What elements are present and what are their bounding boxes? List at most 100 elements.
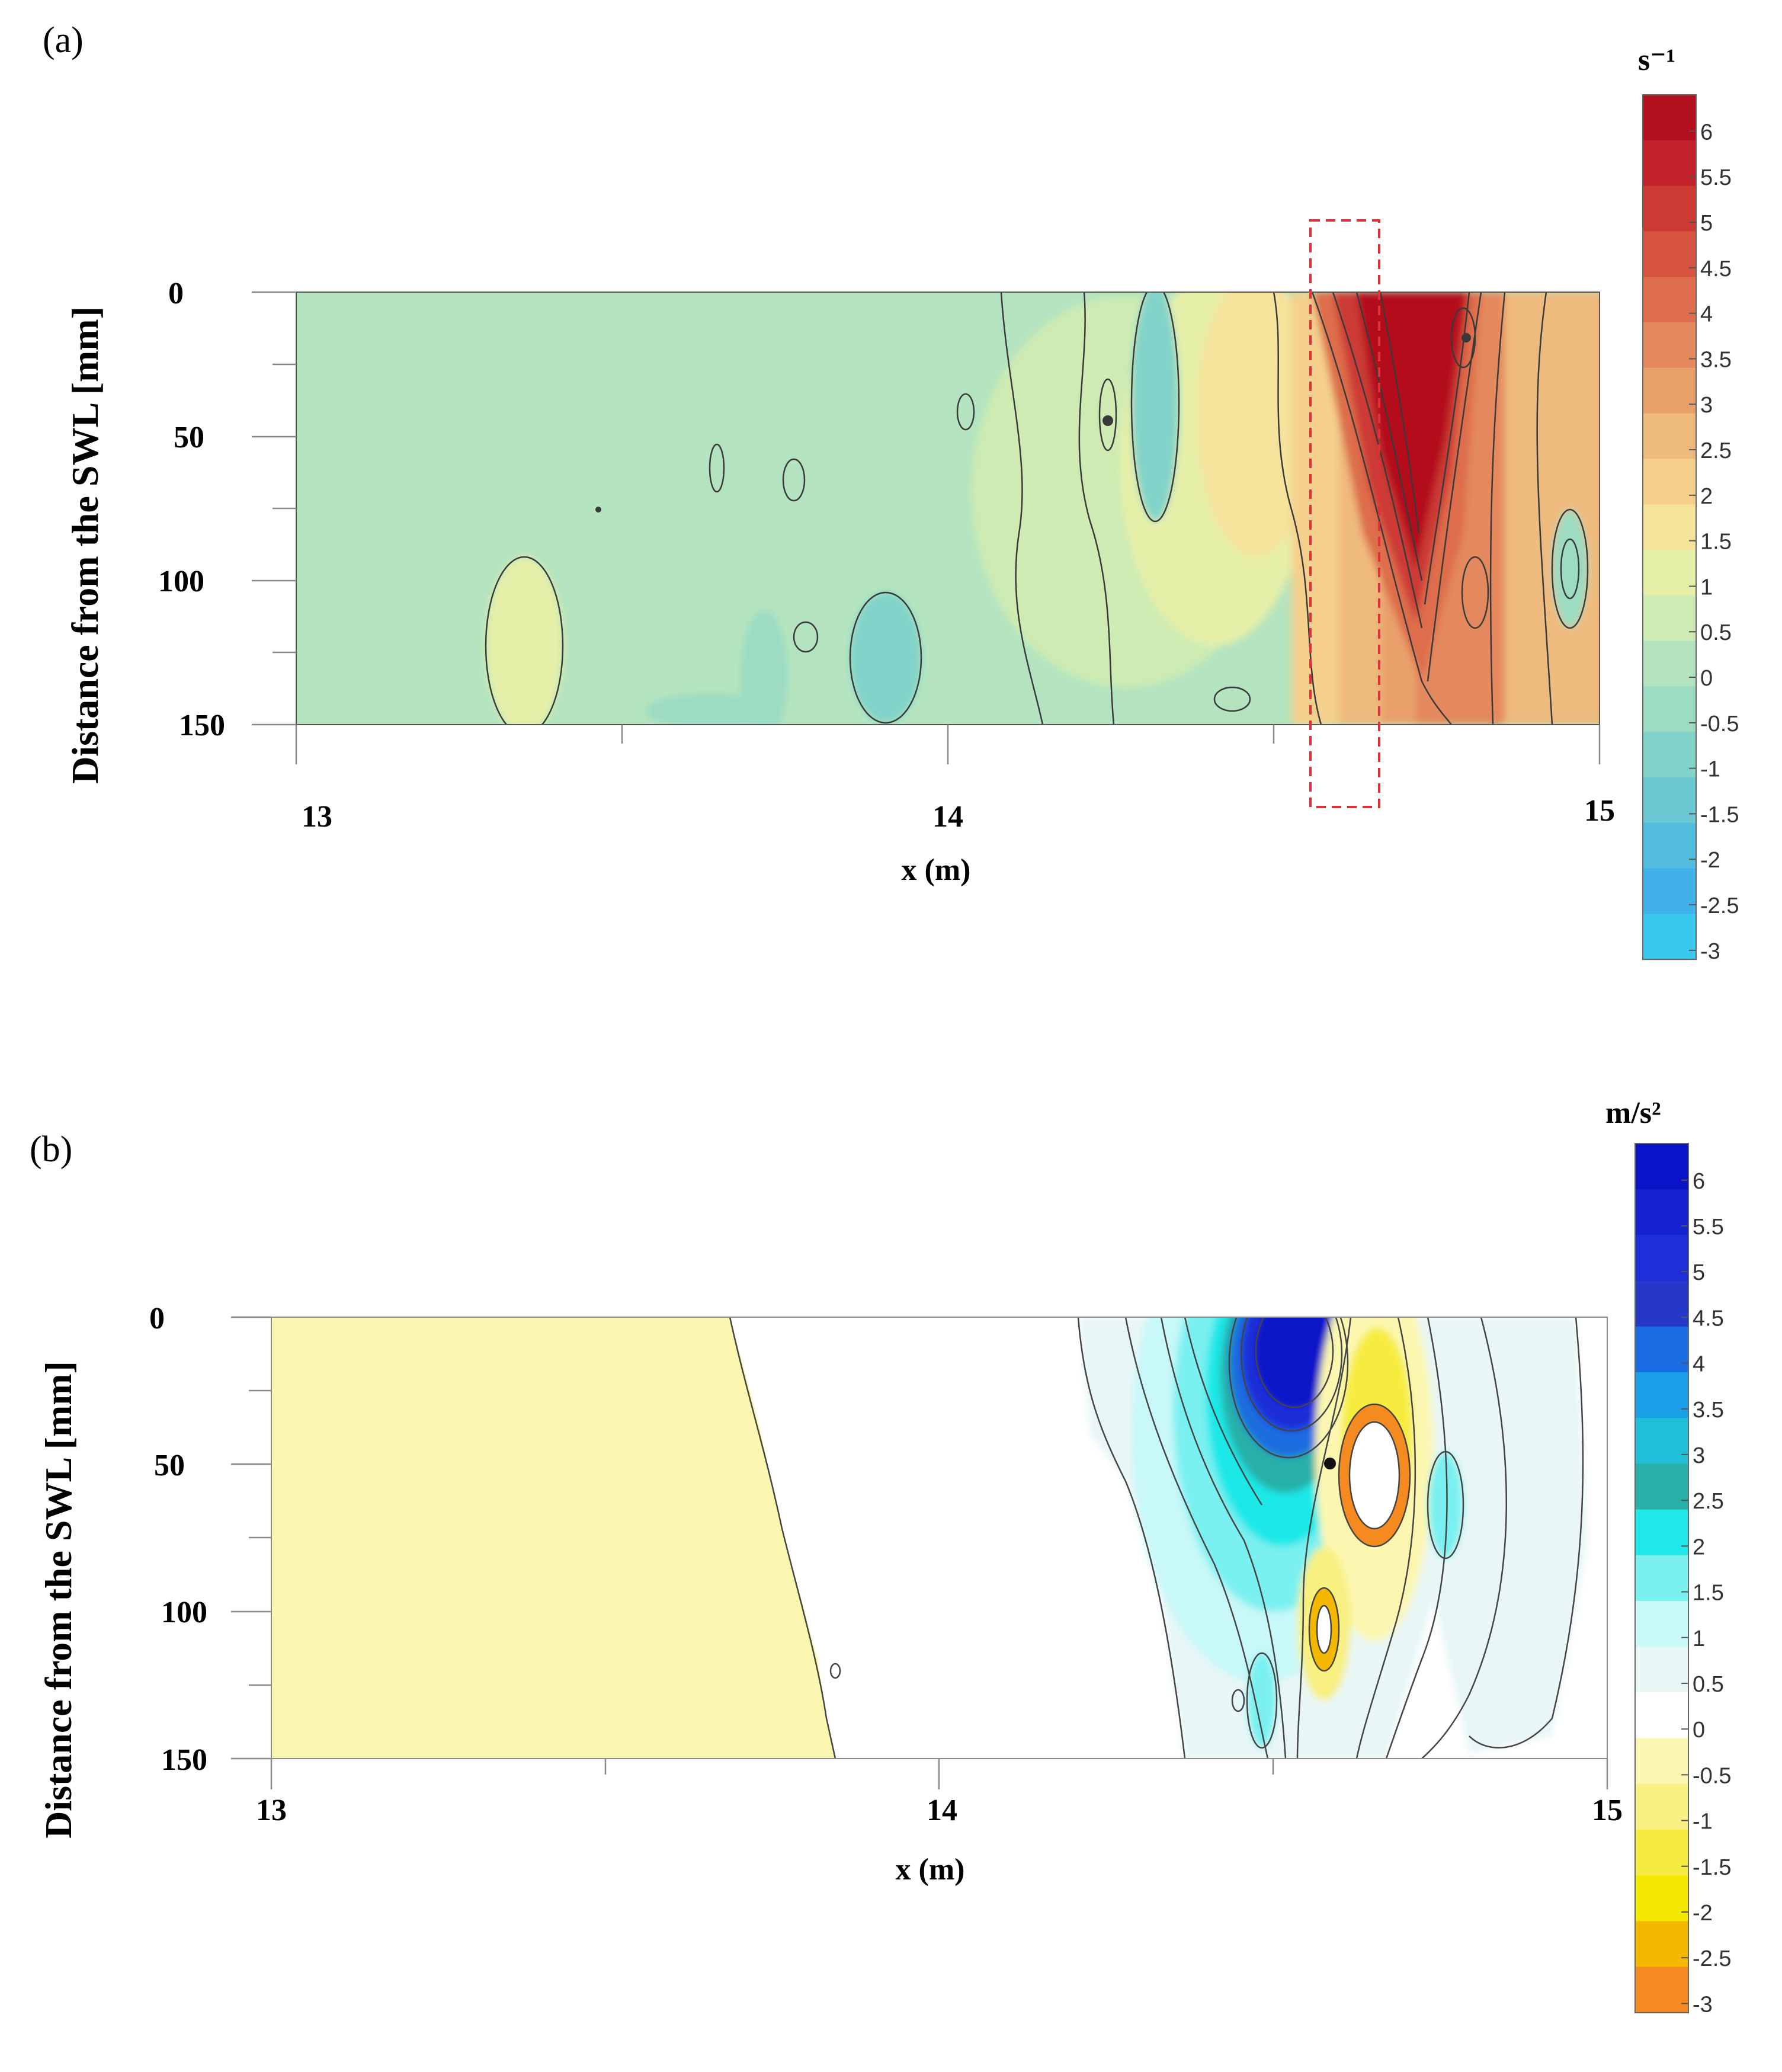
colorbar-swatch [1643,367,1696,414]
panel-b-x-tick: 15 [1592,1794,1623,1827]
panel-a-y-axis-label: Distance from the SWL [mm] [64,306,106,784]
panel-b-y-tick: 0 [149,1302,165,1336]
panel-b-region-max [1256,1317,1333,1407]
colorbar-tick-label: 1.5 [1700,530,1732,555]
colorbar-swatch [1643,140,1696,187]
panel-a-region-warm-band5 [1505,292,1600,725]
panel-a-x-tick: 13 [302,800,332,834]
colorbar-tick-label: -1 [1693,1810,1713,1834]
panel-b-y-tick: 50 [154,1449,185,1482]
panel-b-contour-lines [729,1317,1584,1759]
colorbar-swatch [1635,1418,1688,1464]
colorbar-swatch [1635,1647,1688,1693]
colorbar-tick-label: 0.5 [1693,1672,1724,1697]
colorbar-swatch [1635,1967,1688,2013]
colorbar-swatch [1635,1692,1688,1739]
colorbar-tick-label: 6 [1693,1169,1705,1194]
colorbar-tick-label: 5.5 [1700,165,1732,190]
colorbar-tick-label: 0 [1693,1718,1705,1743]
colorbar-swatch [1643,732,1696,778]
colorbar-tick-label: 3.5 [1700,347,1732,372]
panel-b-y-tick: 100 [161,1596,207,1629]
panel-b-y-tick: 150 [161,1743,207,1777]
panel-b-region-right-cyan [1428,1452,1463,1558]
colorbar-tick-label: 4 [1700,302,1713,327]
panel-b-min-core-lower [1317,1606,1331,1653]
colorbar-tick-label: 5 [1693,1260,1705,1285]
colorbar-tick-label: 4 [1693,1352,1705,1377]
colorbar-swatch [1643,277,1696,323]
panel-a-y-tick: 100 [158,565,204,598]
panel-b-region-small-cyan [1247,1653,1277,1748]
colorbar-swatch [1635,1921,1688,1968]
colorbar-frame [1634,1143,1689,2013]
panel-a-y-tick: 50 [174,421,204,454]
colorbar-swatch [1635,1875,1688,1922]
panel-a-colorbar: 6 5.5 5 4.5 4 3.5 3 2.5 2 1.5 1 0.5 0 -0.5 -1 -1.5 -2 -2.… [1642,94,1739,964]
colorbar-swatch [1635,1509,1688,1556]
colorbar-tick-label: 4.5 [1700,257,1732,281]
colorbar-swatch [1643,822,1696,869]
colorbar-tick-label: -3 [1693,1992,1713,2017]
colorbar-tick-label: -3 [1700,939,1720,964]
colorbar-tick-label: -0.5 [1693,1763,1731,1788]
panel-a-region-neg-3 [741,610,788,725]
colorbar-swatch [1635,1830,1688,1876]
colorbar-tick-label: 3.5 [1693,1398,1724,1423]
colorbar-swatch [1635,1144,1688,1190]
colorbar-tick-label: -2 [1693,1901,1713,1926]
panel-a-region-pos-mid3 [1197,292,1315,557]
colorbar-tick-label: -2.5 [1693,1946,1731,1971]
panel-a-axis-lines [252,291,1601,764]
panel-a-region-core-inner [1357,292,1466,569]
colorbar-tick-label: 0 [1700,666,1713,691]
panel-b-axis-lines [231,1316,1608,1789]
panel-b: (b) [30,1096,1731,2017]
panel-b-plot-area [271,1317,1607,1759]
panel-b-label: (b) [30,1129,72,1170]
colorbar-tick-label: -1 [1700,757,1720,782]
colorbar-swatch [1635,1783,1688,1830]
colorbar-swatch [1635,1280,1688,1327]
panel-b-colorbar: 6 5.5 5 4.5 4 3.5 3 2.5 2 1.5 1 0.5 0 -0.5 -1 -1.5 -2 -2.… [1634,1143,1731,2017]
colorbar-tick-label: -1.5 [1693,1855,1731,1880]
colorbar-swatch [1635,1601,1688,1647]
panel-b-x-tick: 14 [927,1794,957,1827]
panel-b-colorbar-unit: m/s² [1605,1096,1661,1130]
colorbar-swatch [1635,1372,1688,1418]
colorbar-tick-label: 6 [1700,120,1713,145]
colorbar-tick-label: 5.5 [1693,1215,1724,1240]
panel-a-y-tick: 150 [179,709,225,742]
colorbar-swatch [1643,322,1696,369]
colorbar-swatch [1643,777,1696,824]
colorbar-tick-label: 0.5 [1700,620,1732,645]
colorbar-tick-label: 1 [1700,575,1713,600]
panel-a-label: (a) [43,20,84,60]
panel-a-plot-area [296,292,1600,725]
colorbar-tick-label: 2.5 [1700,438,1732,463]
panel-b-y-tick-labels: 0 50 100 150 [149,1302,207,1777]
panel-a-region-neg-1 [850,593,921,723]
colorbar-swatch [1643,231,1696,277]
panel-b-x-axis-label: x (m) [896,1853,965,1887]
colorbar-tick-label: 3 [1700,393,1713,418]
colorbar-tick-label: -0.5 [1700,712,1739,736]
colorbar-tick-label: -2 [1700,848,1720,873]
panel-b-x-tick-labels: 13 14 15 [256,1794,1623,1827]
panel-a-region-neg-5 [646,693,776,725]
panel-b-y-axis-label: Distance from the SWL [mm] [37,1361,79,1839]
colorbar-frame [1642,94,1697,960]
panel-a-x-tick: 14 [932,800,963,834]
panel-a-y-tick-labels: 0 50 100 150 [158,277,225,742]
colorbar-swatch [1643,641,1696,687]
panel-b-min-core-upper [1350,1422,1399,1529]
colorbar-swatch [1643,686,1696,732]
panel-a-contour-lines [485,292,1589,725]
colorbar-swatch [1635,1326,1688,1373]
panel-a-x-axis-label: x (m) [902,853,971,887]
panel-a-x-tick: 15 [1584,794,1615,828]
panel-a-region-pos-left [486,557,563,725]
colorbar-swatch [1643,914,1696,960]
colorbar-swatch [1635,1555,1688,1602]
